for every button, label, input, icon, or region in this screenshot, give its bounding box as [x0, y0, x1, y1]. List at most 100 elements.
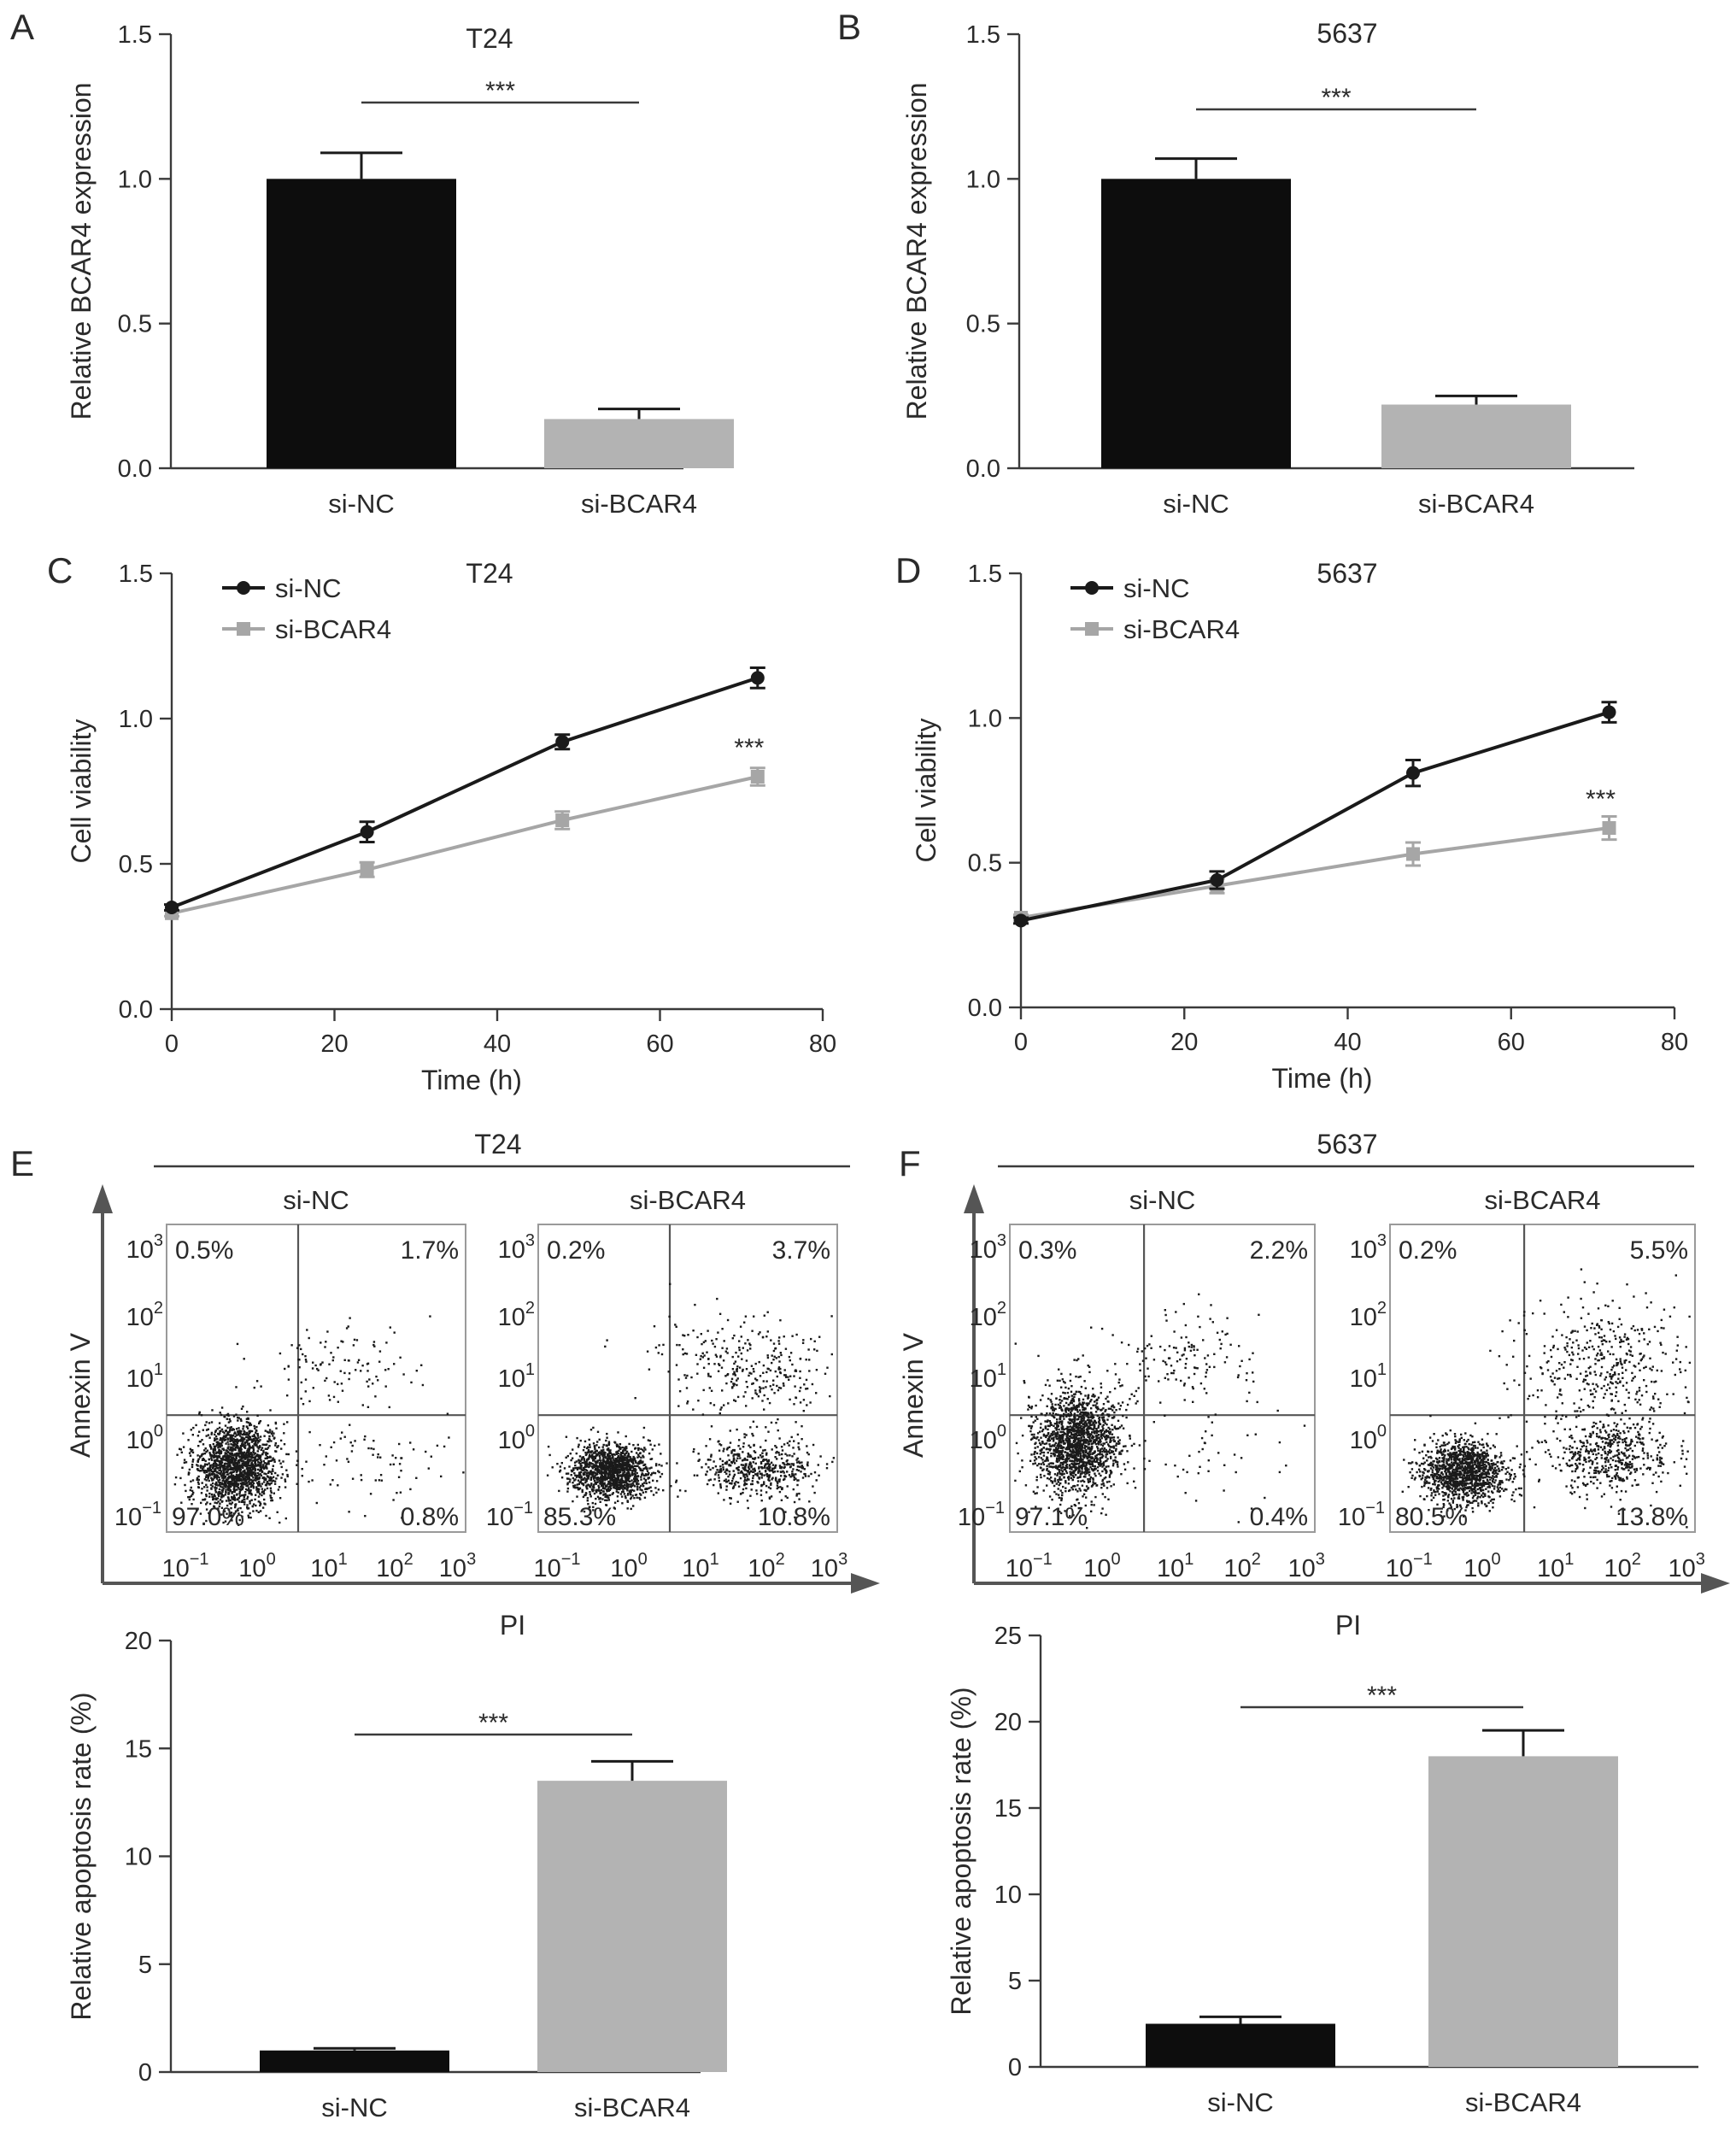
- event-dot: [754, 1389, 757, 1392]
- event-dot: [660, 1465, 663, 1467]
- event-dot: [253, 1479, 256, 1482]
- event-dot: [808, 1500, 811, 1503]
- event-dot: [176, 1453, 179, 1456]
- event-dot: [762, 1387, 765, 1389]
- event-dot: [790, 1463, 794, 1465]
- event-dot: [631, 1461, 635, 1465]
- event-dot: [619, 1484, 622, 1488]
- event-dot: [238, 1431, 240, 1434]
- event-dot: [601, 1466, 603, 1469]
- event-dot: [726, 1318, 730, 1322]
- event-dot: [765, 1386, 767, 1388]
- event-dot: [300, 1381, 302, 1384]
- event-dot: [589, 1476, 593, 1479]
- event-dot: [801, 1341, 805, 1344]
- event-dot: [797, 1442, 800, 1445]
- event-dot: [566, 1487, 570, 1490]
- event-dot: [572, 1448, 574, 1451]
- event-dot: [1106, 1453, 1109, 1456]
- event-dot: [775, 1446, 778, 1449]
- event-dot: [217, 1447, 220, 1449]
- event-dot: [274, 1441, 277, 1445]
- x-tick-label: 40: [484, 1030, 511, 1058]
- event-dot: [256, 1468, 260, 1471]
- event-dot: [619, 1462, 621, 1465]
- event-dot: [1035, 1437, 1038, 1440]
- event-dot: [594, 1457, 597, 1459]
- event-dot: [736, 1469, 740, 1471]
- event-dot: [695, 1353, 698, 1356]
- event-dot: [249, 1422, 251, 1424]
- event-dot: [1057, 1494, 1060, 1496]
- event-dot: [764, 1459, 766, 1461]
- x-log-tick-label: 103: [439, 1550, 476, 1582]
- event-dot: [634, 1475, 636, 1477]
- event-dot: [1118, 1453, 1121, 1455]
- event-dot: [713, 1478, 716, 1481]
- event-dot: [606, 1485, 608, 1488]
- event-dot: [254, 1436, 257, 1439]
- event-dot: [197, 1475, 200, 1478]
- event-dot: [1075, 1436, 1078, 1439]
- event-dot: [601, 1452, 603, 1454]
- event-dot: [207, 1474, 210, 1477]
- event-dot: [767, 1476, 770, 1479]
- event-dot: [635, 1477, 638, 1481]
- x-tick-label: 80: [809, 1030, 836, 1058]
- event-dot: [612, 1458, 614, 1460]
- event-dot: [615, 1471, 619, 1475]
- event-dot: [641, 1470, 643, 1472]
- event-dot: [196, 1464, 198, 1466]
- event-dot: [221, 1472, 225, 1476]
- event-dot: [1058, 1459, 1060, 1462]
- event-dot: [269, 1489, 273, 1492]
- event-dot: [607, 1496, 610, 1500]
- event-dot: [227, 1465, 230, 1467]
- event-dot: [185, 1489, 187, 1493]
- event-dot: [235, 1461, 238, 1465]
- category-label: si-NC: [328, 489, 395, 519]
- event-dot: [1062, 1415, 1064, 1418]
- event-dot: [242, 1486, 244, 1489]
- event-dot: [584, 1469, 588, 1471]
- event-dot: [734, 1374, 736, 1377]
- event-dot: [825, 1463, 829, 1465]
- event-dot: [610, 1487, 613, 1490]
- event-dot: [583, 1458, 585, 1460]
- event-dot: [244, 1453, 248, 1455]
- event-dot: [228, 1459, 231, 1462]
- event-dot: [719, 1483, 722, 1486]
- event-dot: [230, 1485, 232, 1488]
- legend-item: si-BCAR4: [1070, 614, 1240, 644]
- event-dot: [1106, 1487, 1109, 1489]
- event-dot: [636, 1453, 640, 1456]
- event-dot: [567, 1477, 570, 1480]
- event-dot: [625, 1450, 629, 1453]
- event-dot: [248, 1465, 250, 1467]
- event-dot: [742, 1475, 745, 1477]
- event-dot: [587, 1448, 590, 1452]
- event-dot: [631, 1474, 634, 1476]
- event-dot: [219, 1439, 221, 1441]
- event-dot: [718, 1449, 721, 1452]
- event-dot: [192, 1498, 195, 1501]
- event-dot: [1064, 1409, 1067, 1412]
- event-dot: [1092, 1429, 1094, 1431]
- event-dot: [584, 1460, 586, 1463]
- event-dot: [266, 1430, 269, 1433]
- event-dot: [752, 1468, 754, 1471]
- event-dot: [591, 1489, 594, 1493]
- event-dot: [645, 1465, 648, 1469]
- event-dot: [230, 1434, 232, 1436]
- event-dot: [257, 1511, 260, 1513]
- event-dot: [596, 1459, 599, 1462]
- event-dot: [612, 1462, 615, 1465]
- event-dot: [226, 1488, 230, 1491]
- event-dot: [618, 1471, 621, 1474]
- event-dot: [267, 1424, 270, 1427]
- event-dot: [598, 1438, 601, 1441]
- event-dot: [263, 1498, 266, 1501]
- event-dot: [662, 1489, 665, 1492]
- event-dot: [595, 1476, 597, 1479]
